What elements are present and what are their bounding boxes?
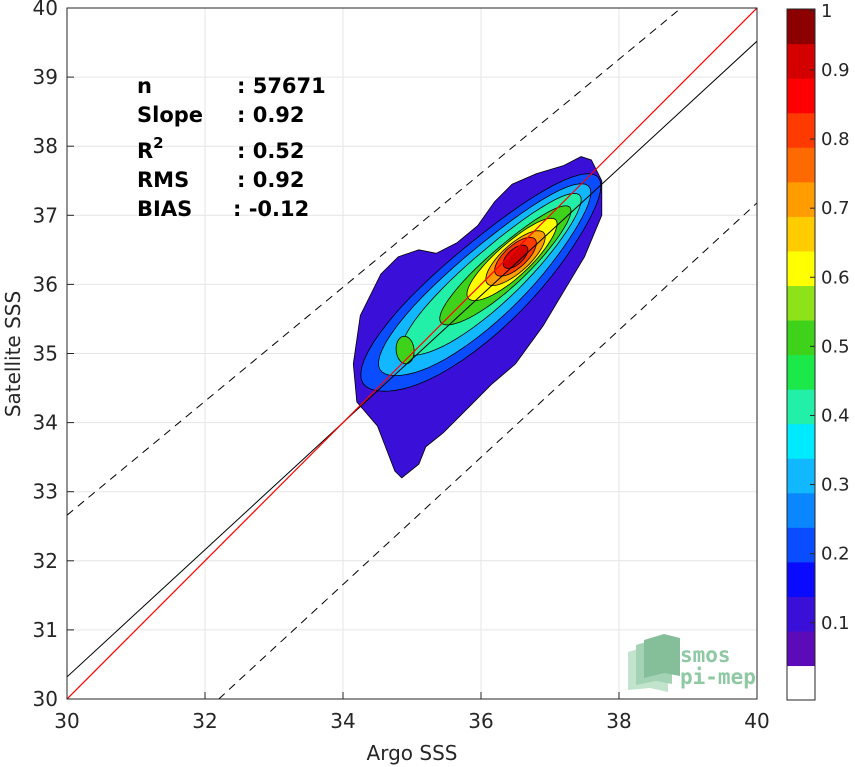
y-tick-label: 40 (33, 0, 58, 20)
x-axis-ticks: 30 32 34 36 38 40 (54, 692, 770, 733)
colorbar-segment (787, 665, 815, 701)
secondary-peak (395, 335, 415, 365)
colorbar-tick-label: 0.3 (821, 475, 850, 496)
regression-line (67, 40, 757, 678)
colorbar-tick-label: 0.4 (821, 405, 850, 426)
stats-annotation: n : 57671 Slope : 0.92 R2 : 0.52 RMS : 0.92 BIAS… (137, 74, 326, 221)
y-axis-label: Satellite SSS (1, 291, 25, 417)
colorbar-segment (787, 596, 815, 632)
stat-label-1: Slope (137, 103, 203, 127)
colorbar-segment (787, 112, 815, 148)
x-tick-label: 38 (606, 709, 631, 733)
stat-value-3: : 0.92 (237, 168, 305, 192)
colorbar-segment (787, 561, 815, 597)
y-tick-label: 32 (33, 549, 58, 573)
stat-value-0: : 57671 (237, 74, 326, 98)
y-tick-label: 34 (33, 411, 58, 435)
colorbar-segment (787, 492, 815, 528)
colorbar-segment (787, 354, 815, 390)
colorbar-segment (787, 78, 815, 114)
colorbar-segment (787, 527, 815, 563)
stat-value-2: : 0.52 (237, 139, 305, 163)
colorbar-segment (787, 43, 815, 79)
x-tick-label: 40 (744, 709, 769, 733)
colorbar-segment (787, 9, 815, 45)
x-tick-label: 34 (330, 709, 355, 733)
y-tick-label: 30 (33, 687, 58, 711)
colorbar-tick-label: 1 (821, 1, 832, 22)
y-tick-label: 38 (33, 134, 58, 158)
colorbar-frame (786, 8, 816, 701)
colorbar: 0.1 0.2 0.3 0.4 0.5 0.6 0.7 0.8 0.9 1 (786, 1, 850, 701)
colorbar-segment (787, 181, 815, 217)
stat-value-4: : -0.12 (233, 197, 309, 221)
y-axis-ticks: 30 31 32 33 34 35 36 37 38 39 40 (33, 0, 74, 711)
colorbar-tick-label: 0.2 (821, 544, 850, 565)
logo-line2: pi-mep (680, 665, 756, 689)
colorbar-segment (787, 285, 815, 321)
colorbar-tick-label: 0.9 (821, 60, 850, 81)
stat-label-0: n (137, 74, 152, 98)
logo-line1: smos (680, 643, 731, 667)
colorbar-segment (787, 216, 815, 252)
y-tick-label: 36 (33, 272, 58, 296)
y-tick-label: 31 (33, 618, 58, 642)
reference-lines (67, 8, 757, 699)
y-tick-label: 39 (33, 65, 58, 89)
x-tick-label: 32 (192, 709, 217, 733)
colorbar-segment (787, 147, 815, 183)
identity-line (67, 8, 757, 699)
stat-label-2: R2 (137, 134, 164, 163)
stat-label-3: RMS (137, 168, 189, 192)
lower-bound-line (218, 202, 757, 699)
colorbar-segment (787, 630, 815, 667)
smos-pi-mep-logo: smos pi-mep (628, 634, 756, 692)
y-tick-label: 35 (33, 342, 58, 366)
x-tick-label: 30 (54, 709, 79, 733)
upper-bound-line (67, 8, 682, 516)
stat-value-1: : 0.92 (237, 103, 305, 127)
y-tick-label: 33 (33, 480, 58, 504)
stat-label-4: BIAS (137, 197, 192, 221)
contour-level-9 (502, 244, 529, 269)
x-axis-label: Argo SSS (367, 741, 458, 765)
colorbar-tick-label: 0.8 (821, 129, 850, 150)
colorbar-tick-label: 0.7 (821, 198, 850, 219)
colorbar-tick-label: 0.1 (821, 613, 850, 634)
x-tick-label: 36 (468, 709, 493, 733)
colorbar-segment (787, 389, 815, 425)
y-tick-label: 37 (33, 203, 58, 227)
colorbar-segment (787, 250, 815, 286)
colorbar-tick-label: 0.5 (821, 336, 850, 357)
colorbar-segment (787, 458, 815, 494)
logo-mark-icon (628, 634, 680, 692)
colorbar-tick-label: 0.6 (821, 267, 850, 288)
colorbar-segment (787, 319, 815, 356)
colorbar-segment (787, 423, 815, 459)
